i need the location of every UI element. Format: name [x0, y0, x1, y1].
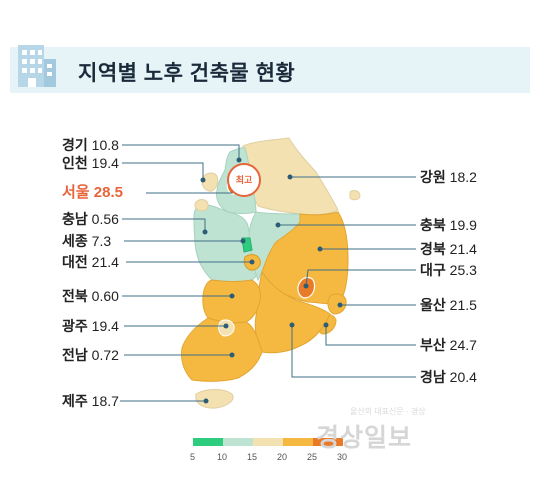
scale-tick: 20 — [277, 452, 288, 462]
label-jeju: 제주 18.7 — [62, 393, 119, 409]
leader-lines — [120, 144, 416, 402]
label-daegu: 대구 25.3 — [420, 262, 477, 278]
label-seoul: 서울 28.5 — [62, 184, 123, 201]
scale-segment-10-15 — [223, 438, 253, 446]
region-jeju — [195, 389, 234, 409]
label-chungnam: 충남 0.56 — [62, 211, 119, 227]
page-title: 지역별 노후 건축물 현황 — [78, 62, 296, 85]
watermark-subtitle: 울산의 대표신문 · 경상 — [350, 407, 426, 416]
island-incheon — [194, 199, 209, 212]
color-scale — [193, 438, 343, 446]
scale-tick: 30 — [337, 452, 348, 462]
label-ulsan: 울산 21.5 — [420, 297, 477, 313]
label-gyeongbuk: 경북 21.4 — [420, 241, 477, 257]
label-gwangju: 광주 19.4 — [62, 318, 119, 334]
scale-tick: 10 — [217, 452, 228, 462]
label-gyeonggi: 경기 10.8 — [62, 137, 119, 153]
region-incheon — [201, 172, 219, 192]
highest-badge: 최고 — [227, 163, 261, 197]
title-banner: 지역별 노후 건축물 현황 — [10, 45, 530, 93]
scale-segment-20-25 — [283, 438, 313, 446]
scale-segment-lt10 — [193, 438, 223, 446]
island-ulleung — [349, 190, 361, 201]
scale-tick: 25 — [307, 452, 318, 462]
region-jeonnam — [181, 317, 263, 382]
label-gyeongnam: 경남 20.4 — [420, 369, 477, 385]
label-jeonnam: 전남 0.72 — [62, 347, 119, 363]
scale-tick: 15 — [247, 452, 258, 462]
scale-segment-15-20 — [253, 438, 283, 446]
label-sejong: 세종 7.3 — [62, 233, 112, 249]
scale-segment-25-30 — [313, 438, 343, 446]
region-ulsan — [327, 293, 347, 315]
region-jeonbuk — [202, 279, 261, 324]
region-gyeongnam — [254, 270, 331, 354]
scale-tick: 5 — [190, 452, 196, 462]
label-busan: 부산 24.7 — [420, 337, 477, 353]
building-icon — [18, 45, 56, 87]
label-gangwon: 강원 18.2 — [420, 169, 477, 185]
label-chungbuk: 충북 19.9 — [420, 217, 477, 233]
label-daejeon: 대전 21.4 — [62, 254, 119, 270]
label-incheon: 인천 19.4 — [62, 155, 119, 171]
label-jeonbuk: 전북 0.60 — [62, 288, 119, 304]
watermark-logo: 경상일보 — [316, 424, 413, 452]
